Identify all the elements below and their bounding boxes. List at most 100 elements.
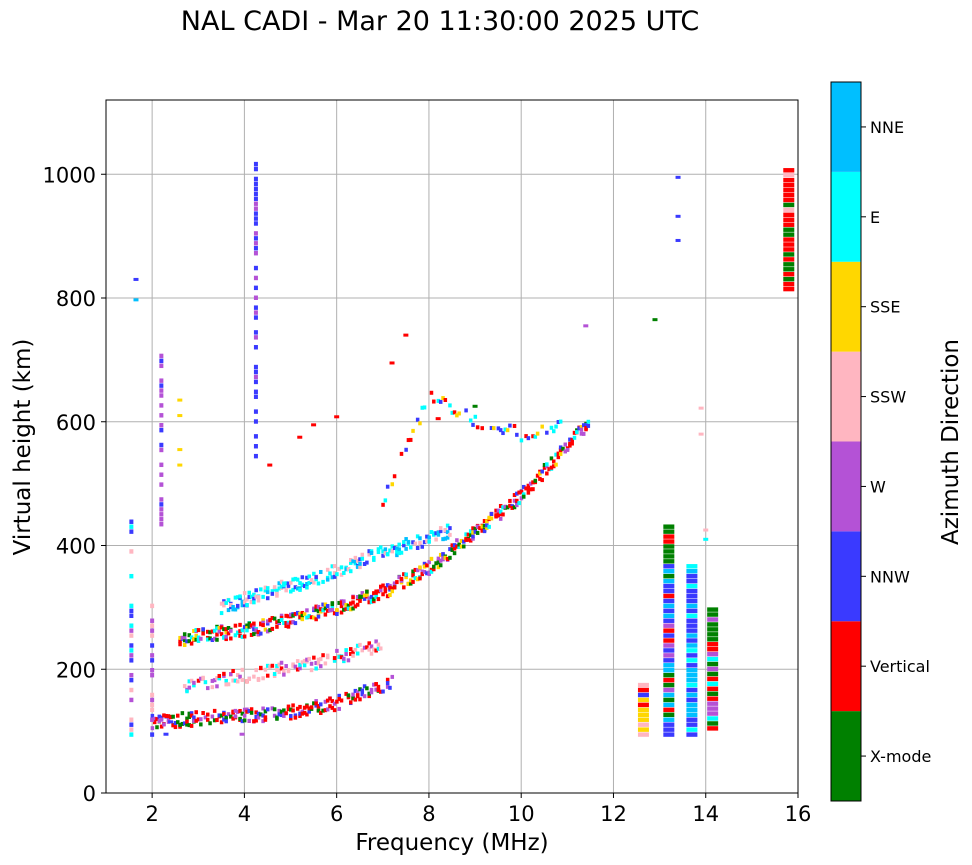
colorbar-tick-label: NNE: [870, 118, 904, 137]
echo-point: [249, 623, 254, 628]
echo-point: [434, 561, 438, 566]
echo-point: [411, 573, 415, 578]
echo-point: [395, 553, 399, 558]
echo-point: [390, 482, 395, 487]
echo-point: [353, 647, 358, 652]
echo-point: [637, 712, 649, 718]
echo-point: [663, 583, 675, 589]
echo-point: [261, 620, 265, 625]
echo-point: [686, 569, 698, 574]
echo-column-2: [159, 353, 164, 527]
colorbar-swatch: [831, 711, 861, 801]
echo-point: [663, 727, 675, 732]
echo-point: [388, 592, 392, 597]
echo-point: [270, 616, 275, 621]
echo-point: [342, 570, 346, 575]
echo-point: [253, 216, 258, 221]
echo-point: [517, 490, 521, 495]
echo-point: [323, 602, 328, 607]
echo-point: [367, 691, 371, 696]
echo-point: [208, 636, 212, 641]
echo-point: [293, 664, 298, 669]
echo-point: [305, 704, 309, 709]
echo-point: [155, 717, 159, 722]
echo-point: [249, 594, 254, 599]
echo-point: [238, 674, 242, 679]
echo-point: [353, 688, 358, 693]
echo-point: [707, 696, 719, 701]
echo-point: [707, 622, 719, 627]
echo-point: [397, 551, 401, 556]
echo-point: [374, 639, 378, 644]
echo-point: [482, 529, 487, 534]
echo-point: [378, 646, 383, 651]
echo-point: [226, 682, 231, 687]
echo-point: [489, 426, 494, 431]
echo-point: [563, 449, 568, 454]
echo-point: [425, 534, 429, 539]
echo-point: [253, 196, 258, 201]
echo-point: [498, 516, 503, 521]
echo-point: [783, 237, 795, 242]
echo-point: [408, 578, 413, 583]
echo-point: [512, 423, 517, 428]
echo-point: [349, 601, 353, 606]
echo-point: [129, 529, 134, 534]
echo-point: [238, 594, 242, 599]
echo-point: [159, 358, 164, 364]
echo-point: [337, 706, 341, 711]
echo-point: [233, 678, 238, 683]
echo-point: [402, 540, 406, 545]
echo-point: [261, 719, 265, 724]
echo-point: [263, 588, 268, 593]
echo-point: [372, 557, 376, 562]
echo-point: [498, 512, 503, 517]
echo-point: [468, 418, 473, 423]
echo-point: [129, 697, 134, 703]
echo-point: [783, 281, 795, 287]
echo-point: [249, 600, 254, 605]
echo-point: [284, 613, 288, 618]
echo-point: [558, 448, 563, 453]
echo-point: [205, 637, 210, 642]
echo-point: [235, 630, 240, 635]
x-tick-label: 4: [238, 802, 251, 826]
echo-point: [686, 593, 698, 599]
echo-point: [482, 523, 487, 528]
colorbar-swatch: [831, 82, 861, 172]
echo-point: [291, 663, 295, 668]
echo-point: [686, 643, 698, 648]
echo-point: [180, 721, 185, 726]
echo-point: [253, 181, 258, 187]
echo-point: [355, 693, 360, 698]
echo-point: [150, 653, 155, 658]
echo-point: [360, 556, 365, 561]
echo-point: [261, 713, 265, 718]
echo-point: [342, 599, 346, 604]
echo-point: [572, 435, 577, 440]
echo-point: [300, 610, 305, 615]
echo-point: [378, 545, 383, 550]
echo-point: [187, 685, 192, 690]
echo-point: [471, 536, 475, 541]
echo-point: [480, 528, 484, 533]
echo-point: [268, 617, 272, 622]
echo-point: [199, 722, 203, 727]
echo-point: [253, 265, 258, 271]
echo-point: [150, 717, 155, 722]
echo-point: [272, 616, 277, 621]
echo-point: [159, 353, 164, 359]
echo-point: [286, 669, 291, 674]
echo-point: [289, 589, 293, 594]
echo-point: [224, 678, 228, 683]
echo-point: [783, 232, 795, 237]
echo-point: [245, 623, 249, 628]
echo-point: [399, 576, 404, 581]
echo-point: [298, 611, 302, 616]
echo-point: [342, 659, 346, 664]
echo-point: [568, 443, 572, 448]
echo-point: [215, 626, 219, 631]
echo-point: [253, 221, 258, 226]
echo-point: [369, 690, 374, 695]
